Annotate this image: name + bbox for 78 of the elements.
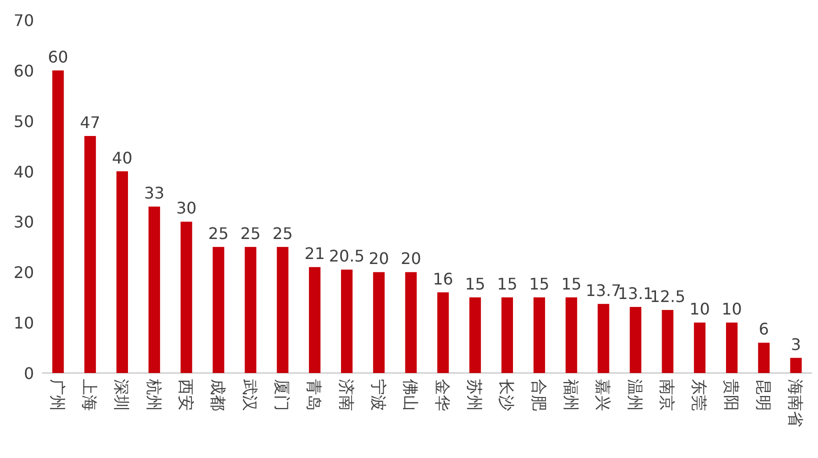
x-tick-label: 贵阳	[722, 379, 741, 411]
x-tick-label: 温州	[626, 379, 645, 411]
y-tick-label: 10	[14, 314, 34, 333]
data-label: 16	[432, 269, 454, 288]
x-tick-label: 福州	[561, 379, 580, 411]
data-label: 40	[112, 148, 132, 168]
bar	[790, 358, 802, 373]
x-tick-label: 长沙	[497, 379, 516, 411]
bar	[534, 297, 546, 373]
x-tick-label: 嘉兴	[593, 379, 612, 411]
data-label: 15	[529, 274, 550, 294]
bar	[758, 342, 770, 373]
data-label: 30	[176, 198, 197, 218]
y-tick-label: 60	[14, 61, 34, 80]
bar	[116, 171, 128, 373]
y-tick-label: 30	[14, 212, 34, 232]
x-tick-label: 上海	[80, 379, 100, 411]
x-tick-label: 东莞	[690, 379, 709, 411]
x-tick-label: 成都	[208, 379, 228, 411]
bar	[726, 322, 738, 373]
bar	[501, 297, 513, 373]
x-tick-label: 海南省	[786, 379, 805, 427]
bar	[566, 297, 578, 373]
x-tick-label: 苏州	[465, 379, 484, 411]
y-tick-label: 20	[14, 263, 34, 282]
data-label: 20	[368, 249, 390, 268]
bar	[405, 272, 417, 373]
data-label: 6	[758, 320, 769, 339]
data-label: 15	[561, 274, 582, 294]
bar	[373, 272, 385, 373]
bar	[276, 246, 288, 373]
x-tick-label: 佛山	[400, 379, 420, 411]
bar	[52, 70, 64, 373]
bar	[308, 267, 320, 373]
bar	[694, 322, 706, 373]
bar	[469, 297, 481, 373]
bar	[341, 270, 353, 373]
bar	[630, 306, 642, 373]
y-tick-label: 0	[24, 364, 34, 383]
bar	[244, 246, 256, 373]
x-tick-label: 金华	[433, 379, 452, 411]
data-label: 25	[240, 224, 261, 243]
data-label: 25	[272, 224, 293, 243]
data-label: 15	[497, 274, 518, 294]
data-label: 3	[790, 334, 802, 354]
data-label: 21	[304, 244, 325, 264]
data-label: 33	[144, 184, 164, 203]
bar	[180, 222, 192, 373]
data-label: 15	[464, 274, 486, 294]
bar	[598, 304, 610, 373]
y-tick-label: 40	[14, 162, 34, 182]
x-tick-label: 杭州	[144, 378, 164, 411]
x-tick-label: 昆明	[754, 379, 773, 411]
bar	[212, 246, 224, 373]
data-label: 25	[208, 224, 229, 243]
x-tick-label: 广州	[48, 379, 68, 411]
bar	[437, 292, 449, 373]
x-tick-label: 青岛	[304, 379, 324, 411]
data-label: 20.5	[328, 246, 365, 266]
y-tick-label: 50	[14, 112, 34, 131]
x-tick-label: 宁波	[368, 379, 388, 411]
x-tick-label: 深圳	[112, 379, 132, 411]
data-label: 47	[80, 112, 100, 132]
data-label: 12.5	[650, 286, 686, 306]
x-tick-label: 厦门	[272, 379, 292, 411]
y-tick-label: 70	[14, 11, 34, 30]
data-label: 60	[48, 47, 68, 66]
bar	[662, 310, 674, 373]
data-label: 10	[722, 300, 742, 319]
x-tick-label: 济南	[336, 379, 356, 411]
data-label: 10	[690, 300, 710, 319]
data-label: 20	[400, 249, 422, 268]
bar	[148, 206, 160, 373]
x-tick-label: 合肥	[529, 379, 548, 411]
x-tick-label: 武汉	[240, 379, 260, 411]
x-tick-label: 南京	[658, 379, 677, 411]
bar	[84, 136, 96, 373]
x-tick-label: 西安	[176, 379, 196, 411]
